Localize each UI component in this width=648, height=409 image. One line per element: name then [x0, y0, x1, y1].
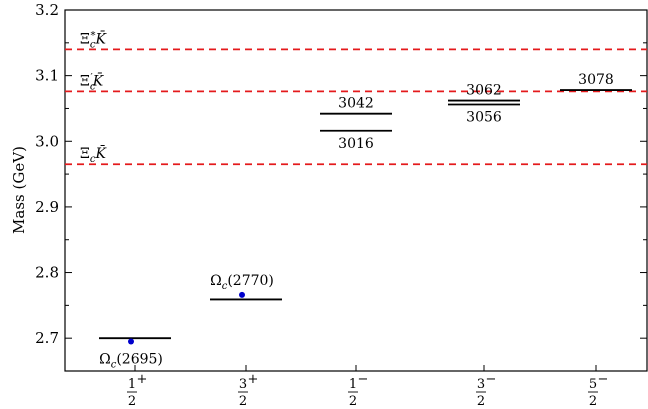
- x-tick-denominator: 2: [477, 394, 485, 409]
- experimental-state-label: Ωc(2695): [99, 351, 163, 370]
- predicted-levels: 3042 3016 3062 3056 3078: [99, 72, 632, 340]
- y-axis-ticks: 2.7 2.8 2.9 3.0 3.1 3.2: [35, 1, 647, 347]
- x-tick-parity: +: [248, 372, 259, 387]
- x-tick-numerator: 5: [589, 377, 597, 392]
- x-axis-ticks: 1 +23 +21 −23 −25 −2: [127, 365, 608, 409]
- mass-level-label: 3042: [338, 96, 374, 112]
- x-tick-parity: +: [137, 372, 148, 387]
- y-tick-label: 2.7: [35, 329, 59, 347]
- experimental-point: [239, 291, 245, 298]
- plot-frame: [64, 9, 648, 372]
- threshold-label: Ξc′K̄: [80, 72, 105, 93]
- x-tick-parity: −: [598, 372, 609, 387]
- x-tick-numerator: 3: [477, 377, 485, 392]
- experimental-points: Ωc(2695) Ωc(2770): [99, 273, 274, 371]
- x-tick-parity: −: [486, 372, 497, 387]
- x-tick-denominator: 2: [128, 394, 136, 409]
- y-tick-label: 3.0: [35, 132, 59, 150]
- threshold-label: Ξc*K̄: [80, 30, 107, 51]
- mass-level-label: 3078: [578, 72, 614, 88]
- mass-level-label: 3056: [466, 110, 502, 126]
- x-tick-numerator: 3: [239, 377, 247, 392]
- x-tick-denominator: 2: [349, 394, 357, 409]
- y-tick-label: 3.2: [35, 1, 59, 19]
- mass-level-label: 3016: [338, 136, 374, 152]
- x-tick-parity: −: [358, 372, 369, 387]
- threshold-lines: Ξc*K̄ Ξc′K̄ ΞcK̄: [65, 30, 647, 165]
- threshold-label: ΞcK̄: [80, 145, 107, 166]
- y-axis-title: Mass (GeV): [10, 146, 28, 234]
- x-tick-denominator: 2: [589, 394, 597, 409]
- mass-level-label: 3062: [466, 83, 502, 99]
- experimental-state-label: Ωc(2770): [210, 273, 274, 292]
- y-tick-label: 2.9: [35, 198, 59, 216]
- x-tick-denominator: 2: [239, 394, 247, 409]
- experimental-point: [128, 338, 134, 345]
- x-tick-numerator: 1: [349, 377, 357, 392]
- x-tick-numerator: 1: [128, 377, 136, 392]
- y-tick-label: 2.8: [35, 264, 59, 282]
- y-tick-label: 3.1: [35, 67, 59, 85]
